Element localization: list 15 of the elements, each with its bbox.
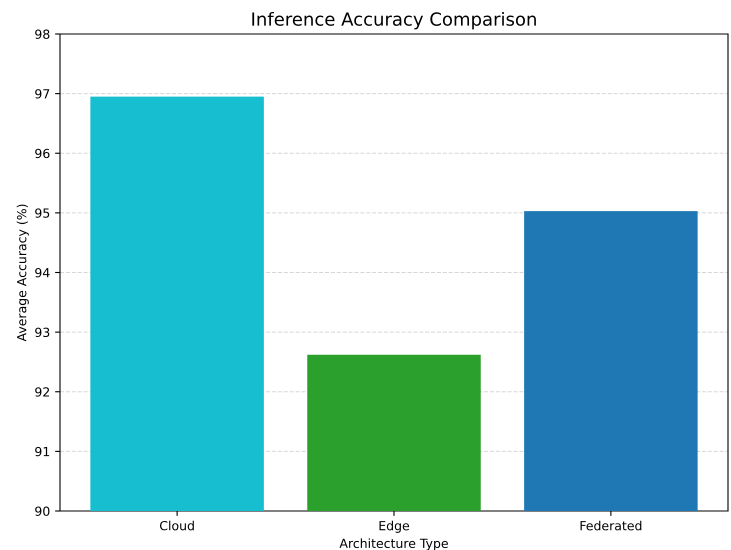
y-tick-label: 98	[35, 29, 50, 39]
x-tick-label: Federated	[580, 520, 642, 530]
y-tick-label: 94	[35, 268, 50, 278]
y-tick-label: 91	[35, 446, 50, 456]
x-axis-title: Architecture Type	[340, 538, 448, 550]
chart-title: Inference Accuracy Comparison	[252, 12, 536, 30]
y-tick-label: 92	[35, 387, 50, 397]
y-tick-label: 93	[35, 328, 50, 338]
x-tick-label: Cloud	[160, 520, 194, 530]
x-tick-label: Edge	[379, 520, 410, 533]
y-tick-label: 90	[35, 506, 50, 516]
y-tick-label: 97	[35, 89, 50, 99]
y-tick-label: 95	[35, 208, 50, 218]
y-tick-label: 96	[35, 148, 50, 158]
y-axis-title: Average Accuracy (%)	[16, 204, 29, 342]
